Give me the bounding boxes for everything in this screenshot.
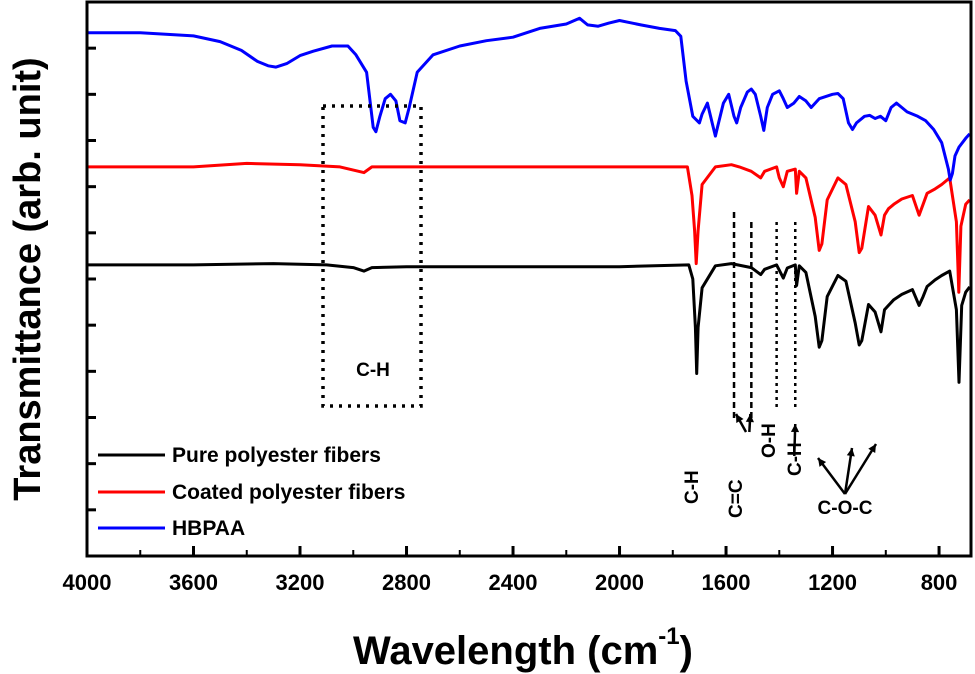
series-line-0: [87, 262, 971, 384]
x-tick-label: 4000: [63, 570, 112, 595]
series-layer: [87, 16, 971, 384]
label-c-o-c: C-O-C: [818, 498, 873, 519]
axis-ticks: 4000 3600 3200 2800 2400 2000 1600 1200 800: [63, 46, 958, 595]
x-tick-label: 2800: [382, 570, 431, 595]
legend-label-hbpaa: HBPAA: [172, 517, 245, 540]
plot-frame: [85, 0, 973, 558]
legend: Pure polyester fibers Coated polyester f…: [98, 444, 405, 540]
ch-box-label: C-H: [356, 360, 390, 381]
x-axis-title-superscript: -1: [658, 623, 679, 650]
label-ch-1: C-H: [682, 470, 703, 504]
annotation-markers: [732, 212, 878, 495]
label-o-h: O-H: [759, 423, 780, 458]
series-line-2: [87, 16, 971, 182]
x-tick-label: 3600: [169, 570, 218, 595]
peak-arrow-head: [868, 444, 876, 453]
x-tick-label: 2400: [489, 570, 538, 595]
series-line-1: [87, 161, 971, 294]
x-tick-label: 2000: [595, 570, 644, 595]
x-axis-title: Wavelength (cm-1): [353, 623, 693, 673]
label-ch-2: C-H: [785, 442, 806, 476]
peak-arrow-head: [745, 414, 754, 423]
peak-arrow-head: [818, 458, 827, 467]
x-tick-label: 800: [921, 570, 958, 595]
peak-arrow-head: [846, 448, 855, 457]
x-tick-label: 3200: [276, 570, 325, 595]
label-c-equals-c: C=C: [726, 479, 747, 518]
legend-label-coated: Coated polyester fibers: [172, 481, 405, 504]
x-axis-title-main: Wavelength (cm: [353, 629, 658, 673]
peak-arrow-head: [790, 424, 800, 433]
peak-arrow-head: [736, 414, 744, 423]
x-tick-label: 1600: [702, 570, 751, 595]
peak-arrow-shaft: [843, 443, 878, 495]
legend-label-pure: Pure polyester fibers: [172, 444, 381, 467]
x-axis-title-close: ): [680, 629, 693, 673]
y-axis-title: Transmittance (arb. unit): [7, 57, 49, 500]
x-tick-label: 1200: [808, 570, 857, 595]
